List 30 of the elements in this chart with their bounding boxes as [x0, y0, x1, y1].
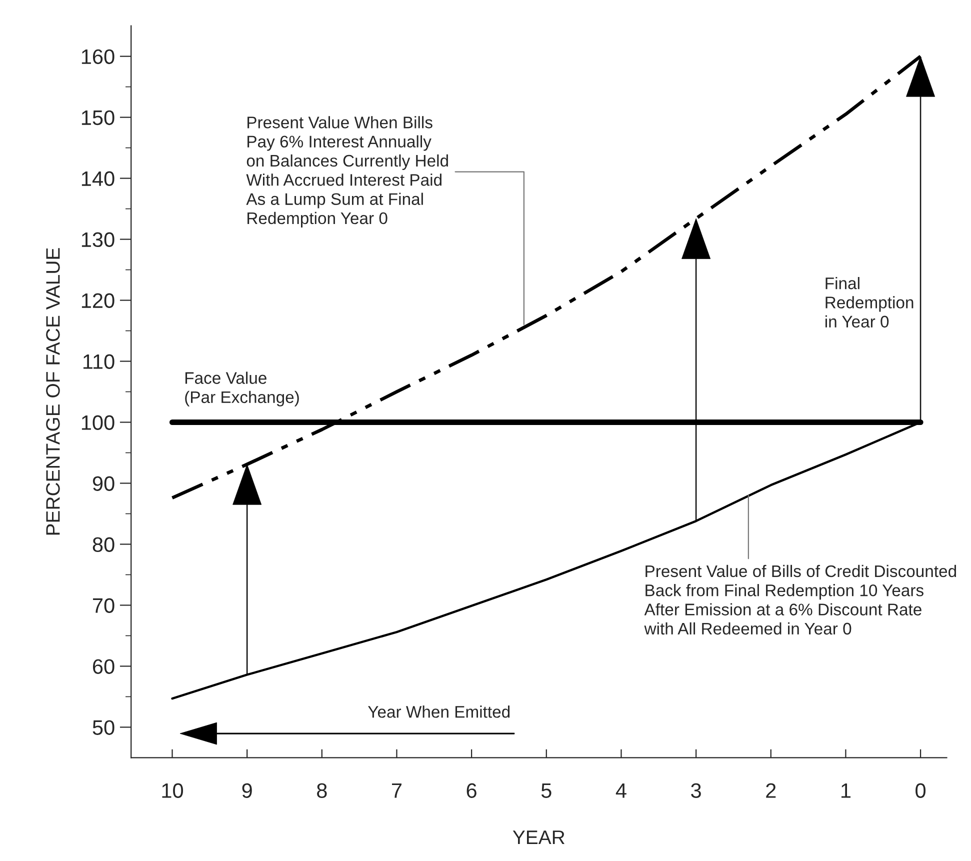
y-tick-label: 110 — [83, 354, 114, 370]
annotation: Face Value (Par Exchange) — [185, 372, 299, 406]
y-tick-label: 160 — [82, 49, 114, 64]
y-tick-label: 100 — [82, 415, 114, 430]
y-tick-label: 130 — [82, 232, 114, 248]
annotation: Present Value When Bills Pay 6% Interest Annually on Balances Currently Held With Accrued Interest Paid As a Lump Sum at Final Redemption Year 0 — [246, 116, 448, 228]
x-tick-label: 1 — [842, 783, 850, 798]
y-tick-label: 90 — [92, 476, 114, 491]
y-tick-label: 60 — [93, 659, 114, 674]
x-tick-label: 0 — [916, 783, 926, 798]
x-axis-title: YEAR — [512, 830, 564, 844]
y-tick-label: 50 — [92, 720, 114, 735]
x-tick-label: 7 — [392, 783, 402, 798]
x-tick-label: 5 — [541, 783, 552, 798]
y-axis-title: PERCENTAGE OF FACE VALUE — [46, 248, 60, 535]
y-tick-label: 140 — [82, 171, 114, 186]
x-tick-label: 3 — [691, 783, 701, 798]
x-tick-label: 2 — [766, 783, 776, 798]
y-tick-label: 70 — [93, 598, 114, 613]
x-tick-label: 9 — [242, 783, 252, 798]
y-tick-label: 120 — [82, 293, 114, 308]
x-tick-label: 10 — [162, 783, 184, 798]
x-tick-label: 8 — [317, 783, 327, 798]
annotation: Year When Emitted — [368, 706, 510, 718]
y-tick-label: 80 — [92, 537, 114, 552]
y-tick-label: 150 — [82, 110, 114, 126]
annotation: Present Value of Bills of Credit Discounted Back from Final Redemption 10 Years After Emission at a 6% Discount Rate with All Redeemed in Year 0 — [644, 564, 956, 635]
annotation: Final Redemption in Year 0 — [825, 277, 914, 328]
x-tick-label: 6 — [466, 783, 476, 798]
x-tick-label: 4 — [616, 783, 626, 798]
